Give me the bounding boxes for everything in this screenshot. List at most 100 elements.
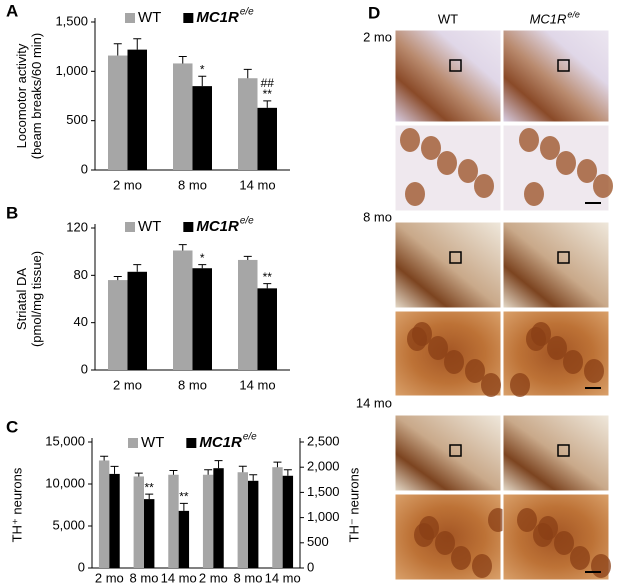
inset-box (449, 251, 462, 264)
bar (238, 259, 258, 370)
legend-label-superscript: e/e (243, 432, 257, 443)
legend-swatch (128, 438, 138, 448)
error-bar (100, 455, 109, 461)
y-tick-label: 1,000 (55, 63, 88, 78)
cell (451, 546, 471, 570)
x-tick-label: 2 mo (95, 570, 124, 585)
significance-mark: ** (263, 87, 273, 101)
legend-label: WT (138, 9, 161, 26)
bar (98, 460, 110, 568)
inset-box (557, 251, 570, 264)
legend-label: WT (138, 218, 161, 235)
y-tick-label: 0 (78, 559, 85, 574)
bar (257, 288, 277, 370)
cell (465, 359, 485, 383)
bar (248, 480, 259, 568)
error-bar (243, 68, 252, 79)
y-axis-label: TH⁺ neurons (9, 467, 24, 542)
micrograph-low (502, 414, 610, 492)
cell (556, 151, 576, 175)
inset-box (449, 444, 462, 457)
cell (591, 554, 611, 578)
legend-label-superscript: e/e (240, 216, 254, 227)
cell (421, 136, 441, 160)
legend-swatch (183, 222, 194, 232)
bar (238, 78, 258, 170)
y2-tick-label: 0 (307, 559, 314, 574)
error-bar (113, 43, 122, 56)
column-label-superscript: e/e (567, 9, 580, 19)
bar (108, 55, 128, 171)
bar (178, 510, 190, 568)
row-label: 8 mo (363, 209, 392, 224)
cell (481, 373, 501, 397)
inset-box (557, 59, 570, 72)
bar (133, 476, 144, 568)
cell (428, 336, 448, 360)
cell (531, 322, 551, 346)
error-bar (198, 75, 207, 87)
y2-tick-label: 500 (307, 534, 329, 549)
panel-label: A (6, 1, 18, 20)
x-tick-label: 8 mo (234, 570, 263, 585)
x-tick-label: 2 mo (113, 177, 142, 192)
y2-tick-label: 2,500 (307, 433, 340, 448)
x-tick-label: 8 mo (178, 377, 207, 392)
y-tick-label: 10,000 (45, 475, 85, 490)
bar (257, 107, 277, 170)
x-tick-label: 14 mo (239, 377, 275, 392)
y2-tick-label: 1,000 (307, 509, 340, 524)
error-bar (113, 276, 122, 281)
error-bar (110, 465, 119, 474)
bar (202, 474, 214, 568)
error-bar (145, 493, 154, 500)
cell (563, 350, 583, 374)
y-tick-label: 80 (74, 267, 88, 282)
error-bar (134, 472, 143, 477)
inset-box (557, 444, 570, 457)
y2-tick-label: 1,500 (307, 484, 340, 499)
micrograph-low (502, 221, 610, 309)
legend-label: MC1R (196, 218, 239, 235)
y-tick-label: 5,000 (52, 517, 85, 532)
legend-label: WT (141, 434, 164, 451)
cell (554, 531, 574, 555)
legend-swatch (125, 13, 135, 23)
y2-tick-label: 2,000 (307, 459, 340, 474)
panel-label: B (6, 203, 18, 222)
error-bar (178, 244, 187, 251)
bar (213, 468, 224, 568)
panel-label: C (6, 417, 18, 436)
y-tick-label: 40 (74, 314, 88, 329)
cell (519, 128, 539, 152)
y-axis-label: (beam breaks/60 min) (29, 33, 44, 159)
x-tick-label: 8 mo (130, 570, 159, 585)
error-bar (238, 465, 247, 473)
x-tick-label: 14 mo (265, 570, 301, 585)
significance-mark: * (200, 62, 205, 76)
significance-mark: ** (145, 480, 155, 494)
bar (168, 474, 179, 568)
cell (444, 350, 464, 374)
cell (524, 182, 544, 206)
inset-box (449, 59, 462, 72)
error-bar (243, 255, 252, 260)
bar (127, 49, 147, 171)
error-bar (133, 264, 142, 272)
micrograph-low (394, 221, 502, 309)
cell (593, 174, 613, 198)
error-bar (198, 264, 207, 269)
y-tick-label: 0 (81, 161, 88, 176)
x-tick-label: 14 mo (239, 177, 275, 192)
y-tick-label: 1,500 (55, 13, 88, 28)
bar (192, 268, 212, 370)
cell (538, 516, 558, 540)
cell (540, 136, 560, 160)
cell (510, 373, 530, 397)
significance-mark: * (200, 251, 205, 265)
legend-swatch (125, 222, 135, 232)
cell (474, 174, 494, 198)
cell (435, 531, 455, 555)
cell (547, 336, 567, 360)
error-bar (263, 283, 272, 289)
